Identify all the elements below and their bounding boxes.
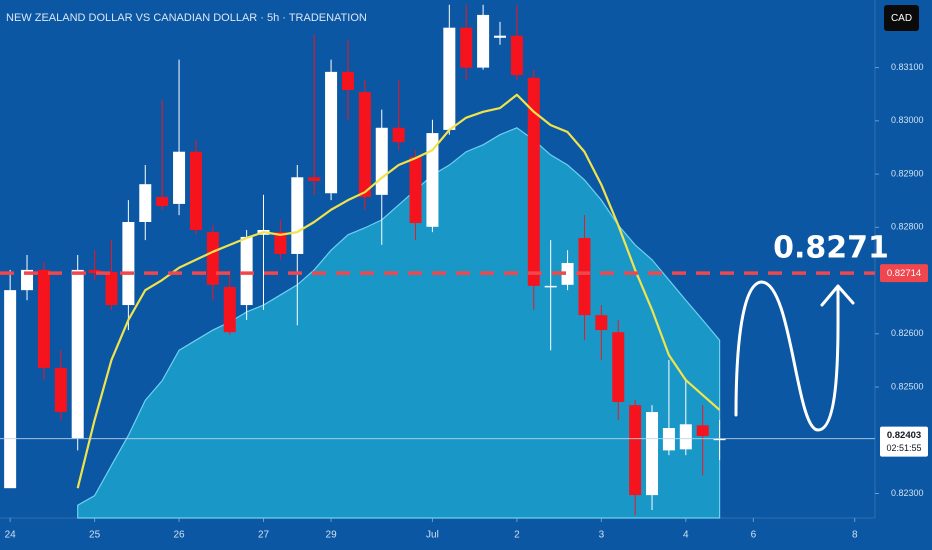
arrow-head: [820, 284, 855, 307]
y-tick-label: 0.82500: [891, 381, 924, 391]
candle-body: [578, 237, 591, 316]
candle-body: [595, 315, 608, 331]
y-tick-label: 0.82900: [891, 168, 924, 178]
annotation: 0.8271: [773, 231, 889, 266]
candle-body: [510, 35, 523, 76]
x-tick-label: 3: [599, 530, 605, 541]
candle-body: [477, 14, 490, 68]
plot-area: 0.82300 0.82500 0.82600 0.82800 0.82900 0.830…: [0, 0, 924, 541]
ema-line: [76, 93, 721, 489]
candle-body: [460, 27, 473, 68]
level-box: [880, 264, 928, 283]
candle-body: [696, 425, 709, 437]
x-tick-label: Jul: [426, 530, 439, 541]
candle-body: [527, 77, 540, 286]
last-price-box: [880, 426, 928, 457]
y-tick-label: 0.83000: [891, 115, 924, 125]
candle-body: [105, 272, 118, 306]
candle-body: [4, 290, 17, 489]
x-tick-label: 29: [326, 530, 338, 541]
hand-drawn-wave: [734, 280, 840, 432]
y-tick-label: 0.83100: [891, 62, 924, 72]
candle-body: [358, 92, 371, 197]
x-tick-label: 2: [514, 530, 520, 541]
candle-body: [240, 236, 253, 306]
x-tick-label: 24: [5, 530, 17, 541]
candle-body: [561, 262, 574, 285]
candle-body: [206, 232, 219, 285]
candle-body: [223, 286, 236, 333]
candle-body: [37, 269, 50, 368]
candle-body: [409, 157, 422, 224]
chart-title: NEW ZEALAND DOLLAR VS CANADIAN DOLLAR · …: [6, 12, 367, 24]
ma-area: [77, 127, 721, 519]
candle-body: [629, 405, 642, 496]
candle-body: [54, 367, 67, 413]
x-tick-label: 6: [751, 530, 757, 541]
y-tick-label: 0.82600: [891, 328, 924, 338]
candle-body: [392, 127, 405, 143]
candle-body: [189, 151, 202, 230]
candle-body: [21, 269, 34, 291]
x-tick-label: 4: [683, 530, 689, 541]
candle-body: [122, 222, 135, 306]
candle-body: [71, 269, 84, 439]
candle-body: [139, 184, 152, 222]
candle-body: [291, 177, 304, 254]
x-tick-label: 25: [89, 530, 101, 541]
x-tick-label: 27: [258, 530, 270, 541]
candle-body: [713, 438, 726, 441]
currency-label[interactable]: CAD: [891, 13, 912, 24]
y-tick-label: 0.82800: [891, 222, 924, 232]
candle-body: [646, 412, 659, 496]
candle-body: [544, 285, 557, 288]
candle-body: [88, 269, 101, 274]
candle-body: [612, 332, 625, 402]
x-tick-label: 8: [852, 530, 858, 541]
candle-body: [173, 151, 186, 204]
candle-body: [341, 71, 354, 90]
currency-button[interactable]: [884, 5, 919, 31]
y-tick-label: 0.82300: [891, 488, 924, 498]
candle-body: [274, 232, 287, 254]
countdown-label: 02:51:55: [886, 443, 921, 453]
candle-body: [679, 424, 692, 450]
x-tick-label: 26: [173, 530, 185, 541]
candle-body: [426, 133, 439, 227]
candle-body: [662, 428, 675, 451]
candle-body: [375, 127, 388, 195]
level-label: 0.82714: [887, 268, 921, 279]
candle-body: [443, 27, 456, 130]
last-price-label: 0.82403: [887, 430, 921, 441]
candle-body: [156, 196, 169, 207]
candle-body: [308, 177, 321, 182]
candle-body: [325, 71, 338, 194]
candle-body: [494, 35, 506, 38]
